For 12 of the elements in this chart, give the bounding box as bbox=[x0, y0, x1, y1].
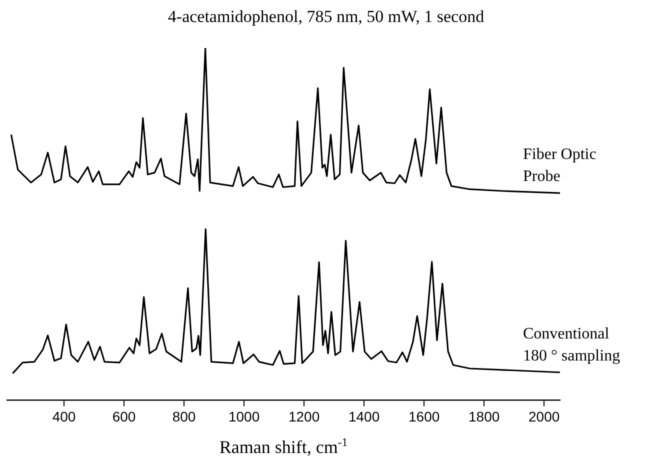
series-label: Fiber Optic Probe bbox=[523, 146, 596, 186]
x-tick-label: 600 bbox=[112, 408, 136, 424]
x-tick-label: 1200 bbox=[288, 408, 320, 424]
x-tick-label: 400 bbox=[52, 408, 76, 424]
series-label: Conventional 180 ° sampling bbox=[523, 325, 620, 364]
x-tick-label: 2000 bbox=[528, 408, 560, 424]
x-tick-label: 1000 bbox=[228, 408, 260, 424]
x-tick-label: 1600 bbox=[408, 408, 440, 424]
chart-title: 4-acetamidophenol, 785 nm, 50 mW, 1 second bbox=[168, 7, 485, 26]
x-tick-label: 1400 bbox=[348, 408, 380, 424]
x-tick-label: 800 bbox=[172, 408, 196, 424]
x-tick-label: 1800 bbox=[468, 408, 500, 424]
